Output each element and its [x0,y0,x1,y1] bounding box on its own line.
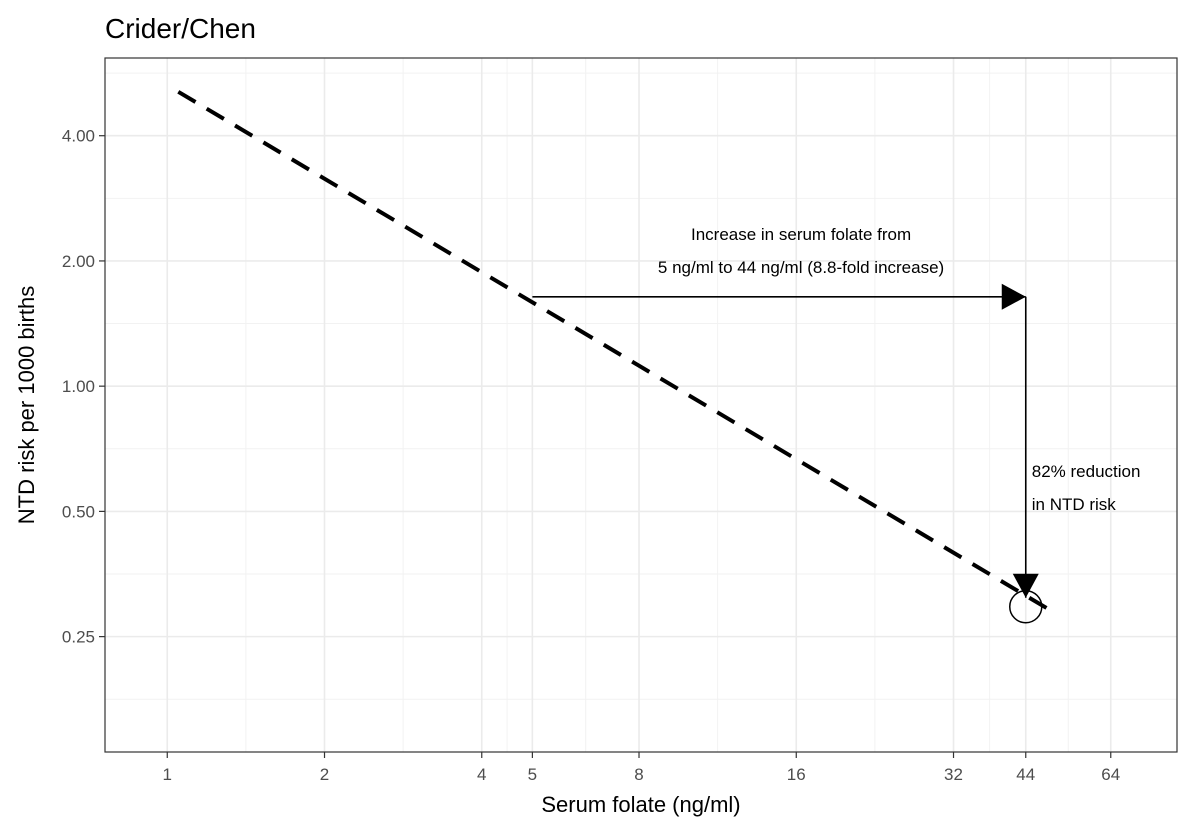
x-tick-label: 4 [477,765,486,784]
reduction-annotation-text: in NTD risk [1032,495,1117,514]
y-axis-title: NTD risk per 1000 births [14,286,39,524]
y-tick-label: 2.00 [62,252,95,271]
plot-panel [105,58,1177,752]
y-axis: 0.25 0.50 1.00 2.00 4.00 [62,127,105,647]
x-tick-label: 5 [528,765,537,784]
y-tick-label: 4.00 [62,127,95,146]
increase-annotation-text: 5 ng/ml to 44 ng/ml (8.8-fold increase) [658,258,944,277]
y-tick-label: 0.50 [62,502,95,521]
increase-annotation-text: Increase in serum folate from [691,225,911,244]
x-tick-label: 64 [1101,765,1120,784]
y-tick-label: 0.25 [62,628,95,647]
x-tick-label: 2 [320,765,329,784]
chart-title: Crider/Chen [105,13,256,44]
x-tick-label: 8 [634,765,643,784]
x-tick-label: 32 [944,765,963,784]
x-axis: 1 2 4 5 8 16 32 44 64 [163,752,1121,784]
x-axis-title: Serum folate (ng/ml) [541,792,740,817]
x-tick-label: 1 [163,765,172,784]
x-tick-label: 44 [1016,765,1035,784]
reduction-annotation-text: 82% reduction [1032,462,1141,481]
y-tick-label: 1.00 [62,377,95,396]
x-tick-label: 16 [787,765,806,784]
